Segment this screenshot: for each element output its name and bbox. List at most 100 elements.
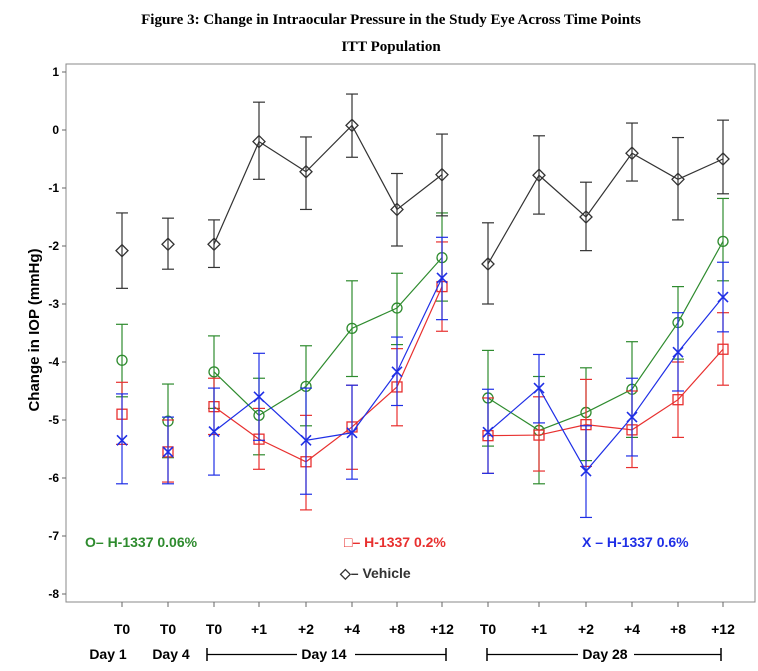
chart-subtitle: ITT Population bbox=[341, 39, 441, 55]
error-bar bbox=[717, 119, 729, 195]
x-tick-label: +4 bbox=[624, 621, 640, 637]
y-tick-label: -3 bbox=[48, 297, 59, 311]
data-point bbox=[300, 434, 312, 446]
period-label: Day 28 bbox=[582, 646, 627, 662]
error-bar bbox=[346, 280, 358, 378]
y-tick-label: 0 bbox=[52, 123, 59, 137]
error-bar bbox=[626, 122, 638, 182]
legend-entry: X – H-1337 0.6% bbox=[582, 534, 689, 550]
legend-entry: ◇– Vehicle bbox=[339, 565, 411, 581]
x-tick-label: +8 bbox=[389, 621, 405, 637]
series-square bbox=[116, 241, 729, 511]
data-point bbox=[116, 434, 128, 446]
series-circle bbox=[116, 197, 729, 485]
x-tick-label: +12 bbox=[711, 621, 735, 637]
axes-layer: 1 0 -1 -2 -3 -4 -5 -6 -7 -8 T0 T0 T0 +1 +2 +4 +8 +12 T0 +1 +… bbox=[48, 65, 735, 662]
data-point bbox=[671, 172, 685, 187]
x-tick-label: +1 bbox=[251, 621, 267, 637]
series-line bbox=[213, 257, 443, 417]
data-point bbox=[481, 257, 495, 271]
data-point bbox=[672, 346, 684, 358]
x-tick-label: +1 bbox=[531, 621, 547, 637]
error-bar bbox=[533, 135, 545, 215]
data-point bbox=[716, 152, 730, 166]
error-bar bbox=[162, 217, 174, 270]
data-point bbox=[672, 394, 684, 406]
error-bar bbox=[672, 136, 684, 221]
error-bar bbox=[391, 272, 403, 346]
data-point bbox=[346, 427, 358, 439]
y-tick-label: 1 bbox=[52, 65, 59, 79]
data-point bbox=[579, 210, 593, 224]
data-point bbox=[717, 291, 729, 303]
y-tick-label: -1 bbox=[48, 181, 59, 195]
data-point bbox=[391, 302, 403, 314]
series-line bbox=[487, 296, 724, 473]
plot-frame bbox=[65, 63, 756, 603]
series-x bbox=[116, 236, 729, 519]
legend-entry: □– H-1337 0.2% bbox=[344, 534, 446, 550]
y-tick-label: -6 bbox=[48, 471, 59, 485]
x-tick-label: +4 bbox=[344, 621, 360, 637]
series-layer bbox=[115, 93, 730, 519]
data-point bbox=[436, 272, 448, 284]
data-point bbox=[717, 235, 729, 248]
legend-layer: O– H-1337 0.06% □– H-1337 0.2% X – H-1337 … bbox=[85, 534, 689, 581]
data-point bbox=[299, 164, 313, 179]
data-point bbox=[717, 343, 729, 355]
x-tick-label: +2 bbox=[578, 621, 594, 637]
y-tick-label: -7 bbox=[48, 529, 59, 543]
series-line bbox=[487, 241, 724, 432]
x-tick-label: +12 bbox=[430, 621, 454, 637]
data-point bbox=[115, 243, 129, 258]
period-bracket bbox=[486, 648, 722, 661]
series-line bbox=[487, 152, 724, 265]
data-point bbox=[435, 167, 449, 182]
data-point bbox=[625, 146, 639, 161]
data-point bbox=[345, 118, 359, 133]
series-line bbox=[213, 277, 443, 441]
data-point bbox=[207, 237, 221, 252]
x-tick-label: T0 bbox=[480, 621, 497, 637]
legend-entry: O– H-1337 0.06% bbox=[85, 534, 198, 550]
data-point bbox=[482, 426, 494, 438]
data-point bbox=[533, 429, 545, 441]
error-bar bbox=[391, 172, 403, 247]
period-bracket bbox=[206, 648, 447, 661]
data-point bbox=[208, 426, 220, 438]
period-label: Day 4 bbox=[152, 646, 190, 662]
data-point bbox=[162, 446, 174, 458]
y-tick-label: -5 bbox=[48, 413, 59, 427]
series-line bbox=[487, 348, 724, 437]
data-point bbox=[390, 202, 404, 217]
error-bar bbox=[436, 133, 448, 217]
period-label: Day 14 bbox=[301, 646, 346, 662]
data-point bbox=[252, 134, 266, 149]
error-bar bbox=[580, 181, 592, 252]
y-tick-label: -4 bbox=[48, 355, 59, 369]
data-point bbox=[253, 391, 265, 403]
series-line bbox=[213, 286, 443, 463]
data-point bbox=[346, 322, 358, 335]
data-point bbox=[116, 354, 128, 366]
period-label: Day 1 bbox=[89, 646, 127, 662]
error-bar bbox=[162, 416, 174, 485]
series-diamond bbox=[115, 93, 730, 305]
data-point bbox=[580, 465, 592, 477]
error-bar bbox=[346, 93, 358, 158]
error-bar bbox=[116, 212, 128, 289]
error-bar bbox=[253, 101, 265, 180]
x-tick-label: T0 bbox=[160, 621, 177, 637]
x-tick-label: T0 bbox=[114, 621, 131, 637]
x-tick-label: T0 bbox=[206, 621, 223, 637]
error-bar bbox=[208, 219, 220, 269]
data-point bbox=[208, 366, 220, 378]
data-point bbox=[533, 382, 545, 394]
error-bar bbox=[300, 136, 312, 211]
series-line bbox=[213, 124, 443, 245]
y-tick-label: -2 bbox=[48, 239, 59, 253]
data-point bbox=[391, 366, 403, 378]
error-bar bbox=[482, 222, 494, 305]
